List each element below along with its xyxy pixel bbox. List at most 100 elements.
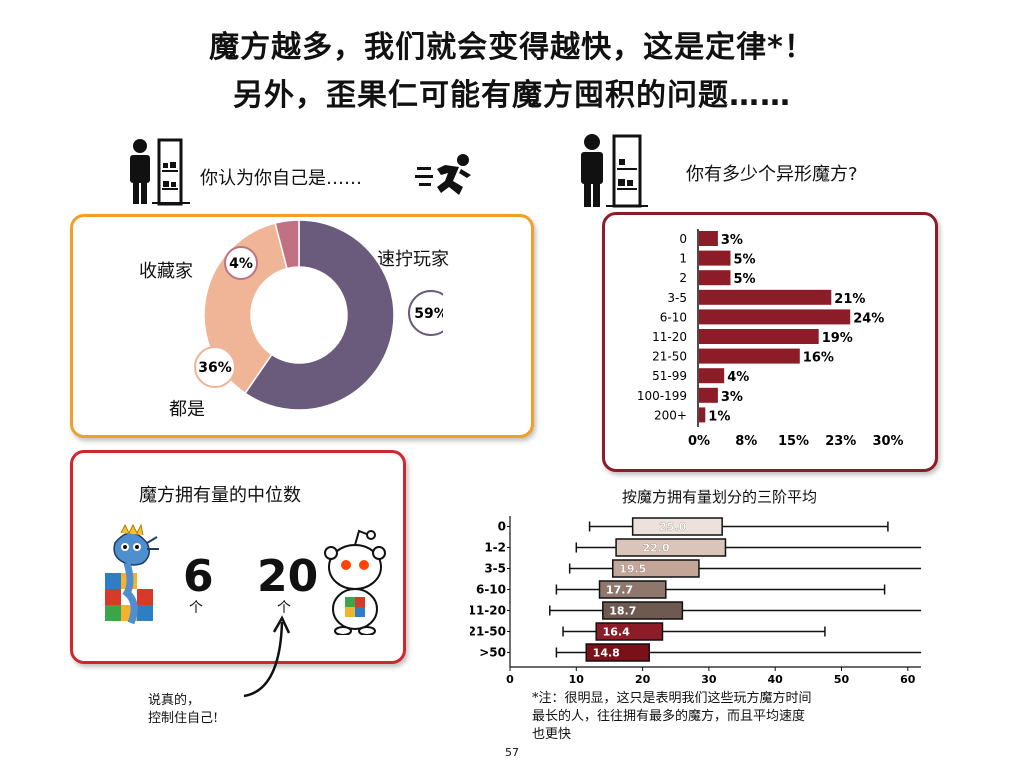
bar-value-label: 5% [734, 253, 756, 268]
box-category-label: >50 [479, 646, 506, 660]
box-x-tick-label: 50 [834, 673, 850, 684]
bar-value-label: 16% [803, 351, 834, 366]
box-value-label: 19.5 [619, 563, 646, 576]
reddit-mascot-icon [324, 529, 386, 635]
bar-xtick-label: 8% [735, 434, 757, 449]
donut-slice [244, 219, 395, 411]
median-value-1: 6 [183, 551, 214, 602]
note-line-2: 控制住自己! [148, 711, 219, 726]
box-x-tick-label: 0 [506, 673, 514, 684]
box [612, 559, 700, 578]
bar-category-label: 3-5 [667, 291, 687, 305]
bar [699, 368, 725, 384]
footnote-line-3: 也更快 [532, 727, 572, 742]
bar [699, 407, 706, 423]
bar-category-label: 1 [679, 252, 687, 266]
bar-xtick-label: 15% [778, 434, 809, 449]
page-title-line2: 另外，歪果仁可能有魔方囤积的问题…… [233, 78, 791, 113]
bar-xtick-label: 0% [688, 434, 710, 449]
bar [699, 289, 832, 305]
footnote-line-2: 最长的人，往往拥有最多的魔方，而且平均速度 [532, 709, 806, 724]
bar-value-label: 1% [708, 409, 730, 424]
bar-value-label: 19% [822, 331, 853, 346]
bar-category-label: 0 [679, 232, 687, 246]
bar [699, 348, 800, 364]
label-speedcuber: 速拧玩家 [377, 249, 449, 270]
median-card: 魔方拥有量的中位数 6 个 20 个 [70, 450, 406, 664]
bar-category-label: 100-199 [637, 389, 687, 403]
box [598, 580, 667, 599]
bar-value-label: 21% [834, 292, 865, 307]
bar-category-label: 2 [679, 271, 687, 285]
q2-question: 你有多少个异形魔方? [686, 164, 858, 185]
median-value-2: 20 [257, 551, 319, 602]
bar [699, 250, 731, 266]
bar-chart: 0 3%1 5%2 5%3-5 21%6-10 24%11-20 19%21-50 16%51… [637, 229, 904, 449]
box-plot: 0 25.0 1-2 22.0 3-5 19.5 6-10 17.7 11-20 18.7 21-5… [470, 516, 922, 684]
curved-arrow-icon [243, 615, 291, 698]
donut-value-label: 4% [229, 256, 253, 272]
bar [699, 231, 718, 246]
box-category-label: 1-2 [484, 541, 506, 555]
bar-chart-card: 0 3% 1 5% 2 5% 3-5 21% 6-10 24% 11-20 19% 21-50 16% 51… [602, 212, 938, 472]
box-category-label: 3-5 [484, 562, 506, 576]
footnote-line-1: *注：很明显，这只是表明我们这些玩方魔方时间 [532, 691, 812, 706]
bar-category-label: 11-20 [652, 330, 687, 344]
dragon-mascot-icon [105, 523, 159, 625]
box-category-label: 0 [498, 520, 506, 534]
runner-icon [415, 154, 471, 195]
donut-label-bubble [408, 290, 443, 336]
boxplot-title: 按魔方拥有量划分的三阶平均 [622, 488, 818, 506]
bar [699, 387, 718, 403]
box-value-label: 22.0 [643, 542, 670, 555]
box [602, 601, 684, 620]
donut-value-label: 36% [198, 360, 232, 376]
bar-value-label: 4% [727, 370, 749, 385]
person-collector-icon [130, 138, 190, 206]
bar-value-label: 5% [734, 272, 756, 287]
bar-value-label: 24% [853, 311, 884, 326]
median-unit-1: 个 [189, 600, 203, 616]
box-value-label: 16.4 [603, 626, 630, 639]
box-value-label: 14.8 [593, 647, 620, 660]
bar [699, 329, 819, 344]
median-unit-2: 个 [277, 600, 291, 616]
box [615, 538, 727, 557]
box [585, 643, 650, 662]
bar [699, 270, 731, 286]
note-line-1: 说真的， [148, 693, 201, 708]
donut-label-bubble [224, 246, 258, 280]
donut-label-bubble [194, 346, 236, 388]
box-value-label: 25.0 [659, 521, 686, 534]
bar-category-label: 51-99 [652, 369, 687, 383]
box-category-label: 6-10 [476, 583, 506, 597]
donut-card: 收藏家 速拧玩家 都是 59% 36% 4% [70, 214, 534, 438]
box-category-label: 11-20 [470, 604, 506, 618]
bar-category-label: 21-50 [652, 350, 687, 364]
handwritten-note: 说真的， 控制住自己! [148, 692, 218, 728]
bar-category-label: 200+ [654, 408, 687, 422]
person-shelf-icon [581, 134, 648, 208]
box-x-tick-label: 40 [768, 673, 784, 684]
bar-value-label: 3% [721, 233, 743, 248]
donut-value-label: 59% [414, 306, 443, 322]
box-value-label: 17.7 [606, 584, 633, 597]
box-x-tick-label: 60 [900, 673, 916, 684]
donut-slice [274, 219, 300, 270]
donut-chart: 59% 36% 4% [194, 219, 443, 411]
bar-value-label: 3% [721, 390, 743, 405]
label-both: 都是 [169, 399, 205, 420]
footnote: *注：很明显，这只是表明我们这些玩方魔方时间 最长的人，往往拥有最多的魔方，而且… [532, 690, 812, 744]
bar [699, 309, 851, 325]
label-collector: 收藏家 [139, 261, 193, 282]
bar-xtick-label: 30% [872, 434, 903, 449]
box-x-tick-label: 30 [701, 673, 717, 684]
median-title: 魔方拥有量的中位数 [139, 485, 301, 506]
bar-category-label: 6-10 [660, 310, 687, 324]
box-value-label: 18.7 [609, 605, 636, 618]
box-x-tick-label: 10 [569, 673, 585, 684]
box-x-tick-label: 20 [635, 673, 651, 684]
box [631, 517, 723, 536]
q1-question: 你认为你自己是…… [200, 168, 362, 189]
bar-xtick-label: 23% [825, 434, 856, 449]
